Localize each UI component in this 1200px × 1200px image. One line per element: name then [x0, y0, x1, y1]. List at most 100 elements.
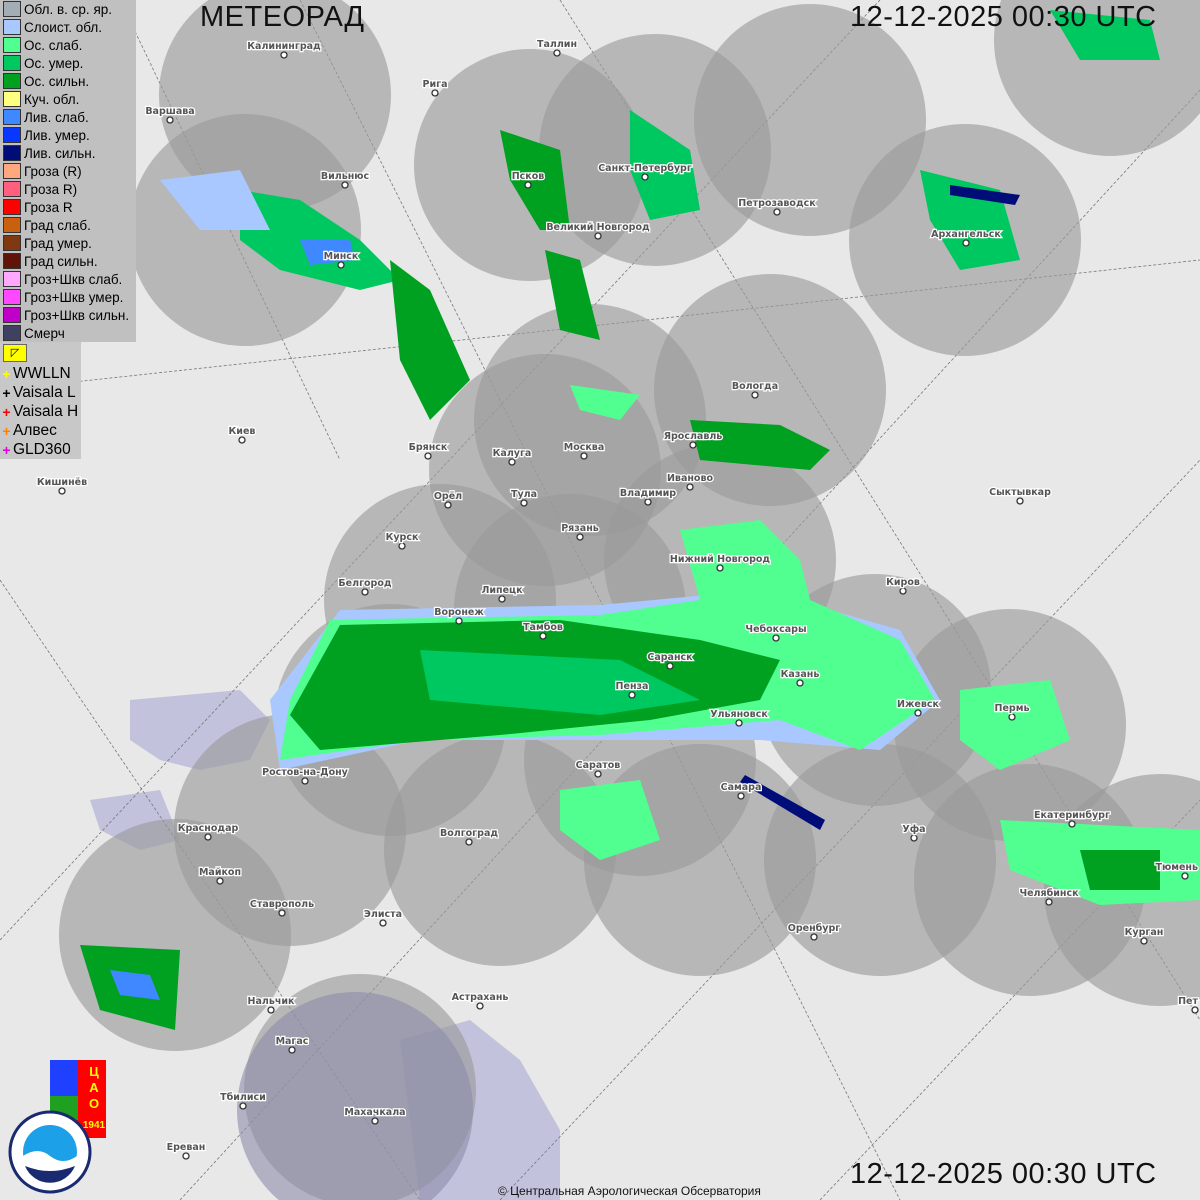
legend-label: Гроза (R) — [24, 163, 82, 179]
city-dot-icon — [737, 792, 745, 800]
city-marker: Пет — [1177, 995, 1200, 1014]
city-dot-icon — [689, 441, 697, 449]
city-name: Самара — [721, 782, 762, 793]
city-name: Петрозаводск — [738, 198, 816, 209]
city-dot-icon — [204, 833, 212, 841]
city-marker: Волгоград — [439, 827, 500, 846]
city-marker: Москва — [563, 441, 605, 460]
city-dot-icon — [553, 49, 561, 57]
city-dot-icon — [539, 632, 547, 640]
legend-swatch — [3, 325, 21, 341]
precipitation-echo — [545, 250, 600, 340]
lightning-cross-icon: + — [2, 365, 11, 382]
lightning-network-item[interactable]: + GLD360 — [0, 440, 78, 459]
city-name: Псков — [512, 171, 545, 182]
city-marker: Архангельск — [930, 228, 1003, 247]
city-name: Великий Новгород — [546, 222, 650, 233]
city-marker: Калининград — [246, 40, 322, 59]
city-name: Чебоксары — [745, 624, 806, 635]
radar-coverage-circle — [237, 992, 473, 1200]
precipitation-echo — [950, 185, 1020, 205]
city-dot-icon — [899, 587, 907, 595]
city-dot-icon — [644, 498, 652, 506]
legend-swatch — [3, 289, 21, 305]
city-name: Тбилиси — [220, 1092, 266, 1103]
city-dot-icon — [455, 617, 463, 625]
city-dot-icon — [576, 533, 584, 541]
precipitation-echo — [690, 420, 830, 470]
city-dot-icon — [1045, 898, 1053, 906]
lightning-cross-icon: + — [2, 384, 11, 401]
city-dot-icon — [910, 834, 918, 842]
city-name: Ижевск — [897, 699, 939, 710]
city-dot-icon — [216, 877, 224, 885]
legend-item: Куч. обл. — [0, 90, 133, 108]
legend-swatch — [3, 73, 21, 89]
city-marker: Варшава — [144, 105, 196, 124]
city-name: Вологда — [732, 381, 778, 392]
city-marker: Вологда — [731, 380, 779, 399]
city-name: Калуга — [493, 448, 532, 459]
city-dot-icon — [1008, 713, 1016, 721]
precipitation-echo — [630, 110, 700, 220]
city-dot-icon — [641, 173, 649, 181]
city-name: Нальчик — [248, 996, 296, 1007]
city-dot-icon — [773, 208, 781, 216]
city-name: Астрахань — [452, 992, 509, 1003]
city-marker: Элиста — [363, 908, 403, 927]
city-marker: Майкоп — [198, 866, 242, 885]
city-name: Краснодар — [178, 823, 239, 834]
city-marker: Сыктывкар — [988, 486, 1052, 505]
city-dot-icon — [508, 458, 516, 466]
city-name: Екатеринбург — [1034, 810, 1110, 821]
flag-icon[interactable]: ◸ — [3, 344, 27, 362]
city-marker: Чебоксары — [744, 623, 808, 642]
legend-label: Гроза R — [24, 199, 73, 215]
city-marker: Минск — [322, 250, 360, 269]
city-dot-icon — [524, 181, 532, 189]
svg-text:А: А — [89, 1080, 99, 1095]
city-dot-icon — [962, 239, 970, 247]
city-marker: Кишинёв — [36, 476, 88, 495]
city-dot-icon — [444, 501, 452, 509]
precipitation-echo — [560, 780, 660, 860]
city-marker: Тбилиси — [219, 1091, 267, 1110]
legend-item: Обл. в. ср. яр. — [0, 0, 133, 18]
city-marker: Ижевск — [896, 698, 941, 717]
legend-item: Гроза (R) — [0, 162, 133, 180]
city-name: Орёл — [434, 491, 462, 502]
lightning-network-item[interactable]: + Алвес — [0, 421, 78, 440]
city-dot-icon — [341, 181, 349, 189]
city-marker: Курган — [1123, 926, 1165, 945]
city-dot-icon — [239, 1102, 247, 1110]
city-marker: Петрозаводск — [737, 197, 818, 216]
lightning-network-item[interactable]: + Vaisala H — [0, 402, 78, 421]
radar-coverage-circle — [384, 734, 616, 966]
city-marker: Ростов-на-Дону — [261, 766, 350, 785]
lightning-network-item[interactable]: + WWLLN — [0, 364, 78, 383]
lightning-legend: ◸ + WWLLN + Vaisala L + Vaisala H + Алвес + GLD36… — [0, 342, 82, 459]
city-dot-icon — [379, 919, 387, 927]
city-marker: Пермь — [993, 702, 1031, 721]
city-marker: Вильнюс — [320, 170, 370, 189]
svg-text:1941: 1941 — [83, 1120, 106, 1131]
city-dot-icon — [301, 777, 309, 785]
legend-item: Лив. умер. — [0, 126, 133, 144]
city-dot-icon — [58, 487, 66, 495]
city-name: Ярославль — [664, 431, 723, 442]
city-name: Калининград — [247, 41, 321, 52]
city-name: Нижний Новгород — [670, 554, 771, 565]
precipitation-legend: Обл. в. ср. яр. Слоист. обл. Ос. слаб. Ос. … — [0, 0, 136, 342]
lightning-network-item[interactable]: + Vaisala L — [0, 383, 78, 402]
legend-swatch — [3, 199, 21, 215]
city-name: Оренбург — [788, 923, 841, 934]
city-name: Курск — [386, 532, 419, 543]
city-dot-icon — [361, 588, 369, 596]
city-name: Махачкала — [344, 1107, 405, 1118]
legend-label: Ос. сильн. — [24, 73, 90, 89]
city-marker: Воронеж — [433, 606, 486, 625]
legend-swatch — [3, 1, 21, 17]
city-marker: Казань — [779, 668, 821, 687]
city-name: Москва — [564, 442, 604, 453]
